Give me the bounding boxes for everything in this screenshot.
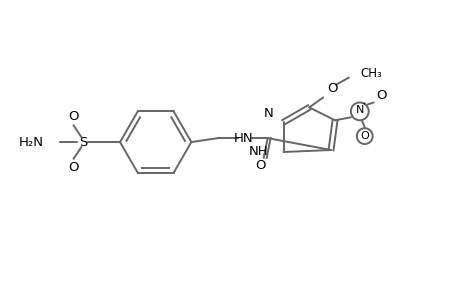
Text: S: S [79,136,87,148]
Text: NH: NH [248,146,268,158]
Text: N: N [355,105,363,116]
Text: O: O [375,89,386,102]
Text: O: O [326,82,336,95]
Text: ⁺: ⁺ [361,101,365,110]
Text: N: N [263,107,273,120]
Text: O: O [68,161,78,174]
Text: O: O [68,110,78,123]
Text: O: O [255,159,265,172]
Text: O: O [359,131,368,141]
Text: CH₃: CH₃ [360,67,382,80]
Text: H₂N: H₂N [19,136,44,148]
Text: HN: HN [234,132,253,145]
